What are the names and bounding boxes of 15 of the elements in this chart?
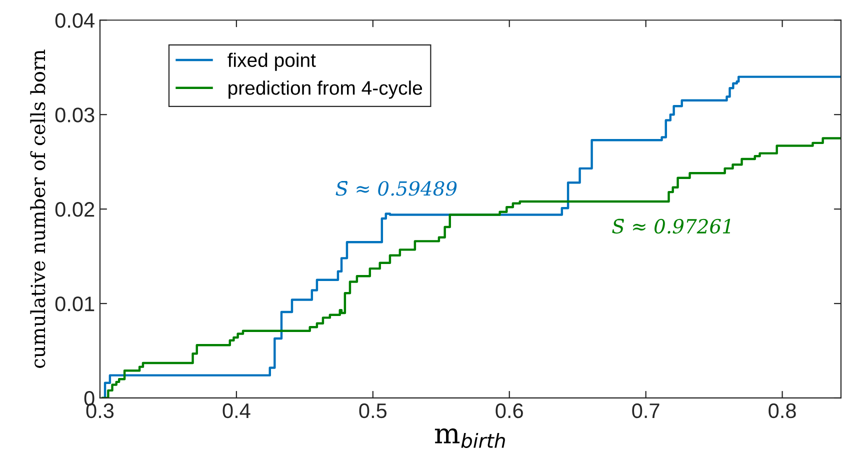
x-axis-title: m$_{birth}$ — [434, 428, 505, 448]
x-tick-label: 0.8 — [768, 403, 796, 418]
legend-label: fixed point — [228, 52, 316, 71]
x-tick-label: 0.6 — [496, 403, 523, 418]
annotation: S̄ ≈ 0.97261 — [612, 218, 730, 234]
x-tick-label: 0.7 — [632, 403, 660, 418]
y-tick-label: 0.01 — [55, 296, 94, 312]
annotation: S̄ ≈ 0.59489 — [336, 181, 457, 196]
y-tick-label: 0.02 — [55, 202, 94, 217]
y-tick-label: 0.04 — [55, 13, 95, 28]
y-tick-label: 0.03 — [55, 108, 94, 122]
x-tick-label: 0.5 — [359, 403, 387, 418]
x-tick-label: 0.4 — [222, 403, 250, 418]
y-axis-title: cumulative number of cells born — [30, 50, 46, 368]
legend-label: prediction from 4-cycle — [228, 80, 422, 99]
